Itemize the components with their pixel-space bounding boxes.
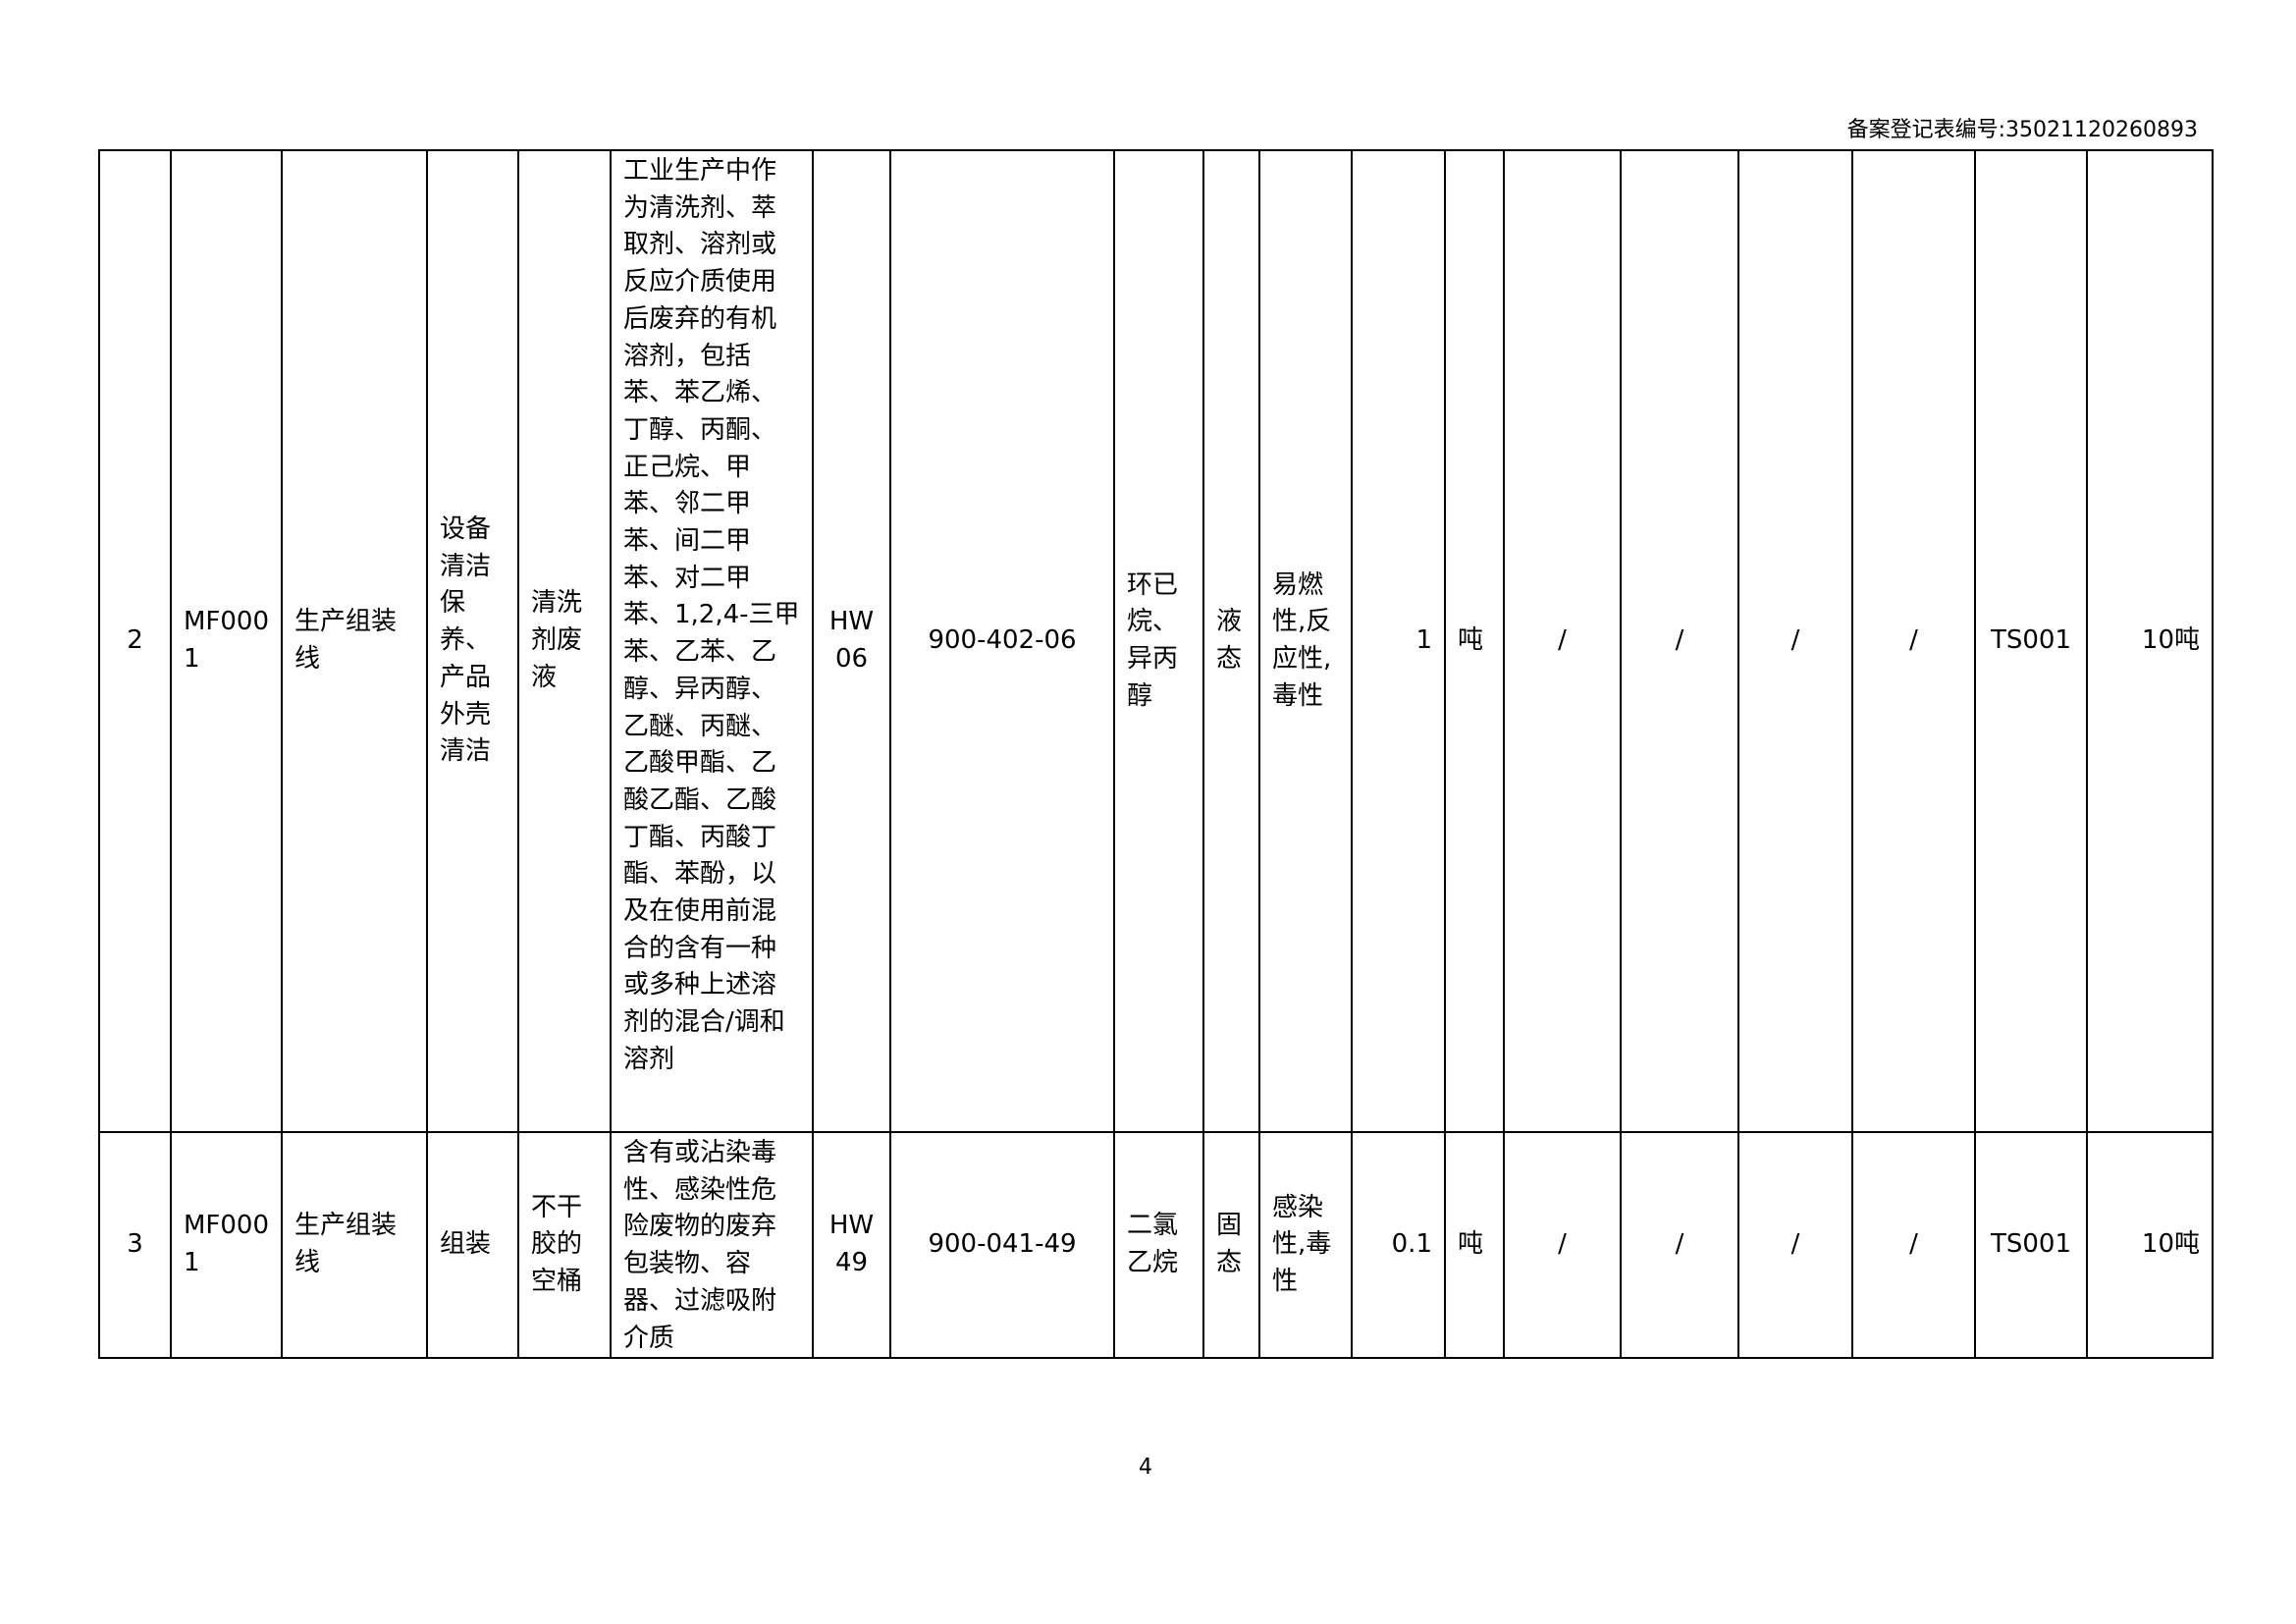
cell-facility: TS001 [1974,149,2088,1133]
cell-code: MF0001 [170,149,283,1133]
cell-col-a: / [1503,1130,1622,1360]
cell-line: 生产组装线 [281,1130,428,1360]
table-row: 3 MF0001 生产组装线 组装 不干胶的空桶 含有或沾染毒性、感染性危险废物… [98,1130,2214,1360]
cell-hazard: 易燃性,反应性,毒性 [1258,149,1353,1133]
cell-col-b: / [1620,149,1739,1133]
cell-process: 组装 [426,1130,519,1360]
cell-description: 含有或沾染毒性、感染性危险废物的废弃包装物、容器、过滤吸附介质 [610,1130,814,1360]
cell-no: 3 [98,1130,172,1360]
cell-col-d: / [1851,149,1976,1133]
cell-hazardous-component: 二氯乙烷 [1113,1130,1204,1360]
cell-unit: 吨 [1444,149,1505,1133]
cell-col-a: / [1503,149,1622,1133]
cell-facility: TS001 [1974,1130,2088,1360]
cell-waste-code: 900-402-06 [889,149,1115,1133]
cell-no: 2 [98,149,172,1133]
cell-form: 固态 [1202,1130,1260,1360]
registration-label: 备案登记表编号: [1846,118,2006,142]
cell-line: 生产组装线 [281,149,428,1133]
cell-waste-name: 清洗剂废液 [517,149,612,1133]
cell-quantity: 0.1 [1351,1130,1446,1360]
cell-quantity: 1 [1351,149,1446,1133]
cell-col-c: / [1737,1130,1853,1360]
cell-capacity: 10吨 [2086,149,2214,1133]
cell-process: 设备清洁保养、产品外壳清洁 [426,149,519,1133]
cell-description: 工业生产中作为清洗剂、萃取剂、溶剂或反应介质使用后废弃的有机溶剂，包括苯、苯乙烯… [610,149,814,1133]
page-number: 4 [1139,1455,1152,1480]
cell-col-c: / [1737,149,1853,1133]
cell-category: HW49 [812,1130,891,1360]
hazardous-waste-table: 2 MF0001 生产组装线 设备清洁保养、产品外壳清洁 清洗剂废液 工业生产中… [98,149,2214,1360]
cell-hazardous-component: 环已烷、异丙醇 [1113,149,1204,1133]
cell-col-b: / [1620,1130,1739,1360]
cell-hazard: 感染性,毒性 [1258,1130,1353,1360]
cell-waste-name: 不干胶的空桶 [517,1130,612,1360]
table-row: 2 MF0001 生产组装线 设备清洁保养、产品外壳清洁 清洗剂废液 工业生产中… [98,149,2214,1133]
registration-value: 35021120260893 [2005,118,2198,142]
registration-number: 备案登记表编号:35021120260893 [1847,112,2198,143]
cell-col-d: / [1851,1130,1976,1360]
cell-form: 液态 [1202,149,1260,1133]
cell-capacity: 10吨 [2086,1130,2214,1360]
cell-waste-code: 900-041-49 [889,1130,1115,1360]
cell-code: MF0001 [170,1130,283,1360]
cell-unit: 吨 [1444,1130,1505,1360]
cell-category: HW06 [812,149,891,1133]
